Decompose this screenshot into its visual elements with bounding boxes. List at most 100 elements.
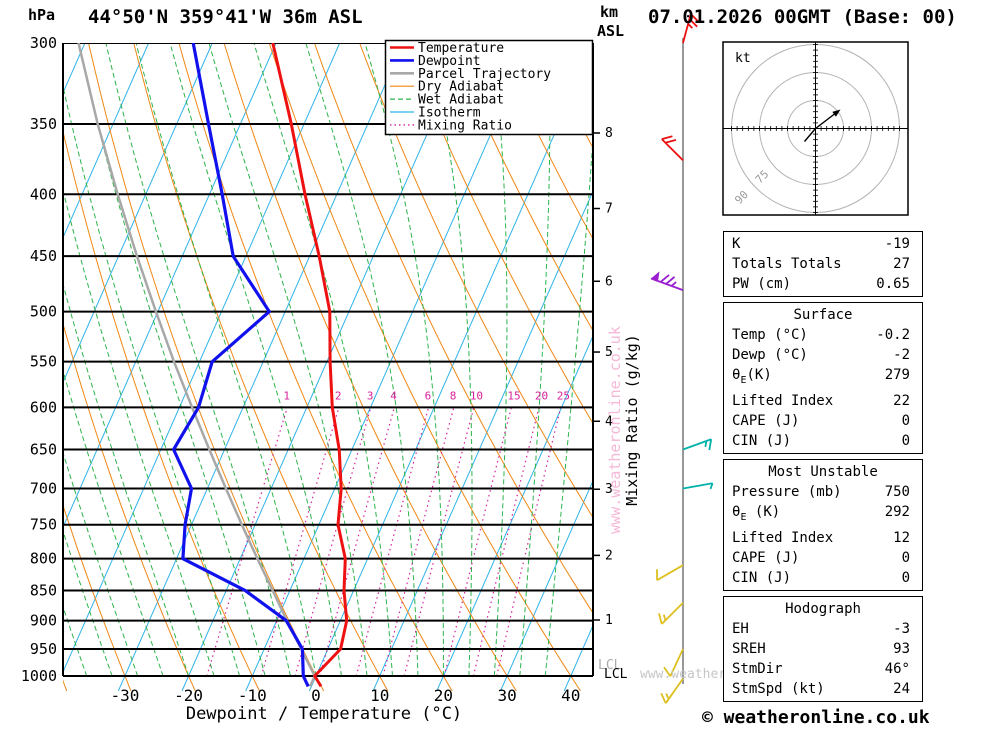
legend-entry-label: Mixing Ratio	[418, 118, 512, 133]
storm-motion-arrow	[832, 109, 841, 117]
pressure-tick-label: 300	[30, 34, 57, 52]
pressure-tick-label: 700	[30, 479, 57, 497]
stat-value: 279	[884, 367, 910, 383]
dewpoint-profile-line	[172, 43, 310, 688]
wind-barb-column	[650, 13, 714, 704]
pressure-tick-label: 400	[30, 185, 57, 203]
km-tick-label: 8	[605, 126, 613, 141]
temp-tick-label: 30	[497, 686, 516, 705]
legend-entry-label: Dry Adiabat	[418, 80, 504, 95]
stat-label: Pressure (mb)	[732, 483, 842, 500]
pressure-tick-label: 500	[30, 303, 57, 321]
stat-label: Totals Totals	[732, 256, 842, 272]
table-row: EH -3	[724, 619, 922, 639]
stat-value: 22	[893, 392, 910, 409]
wind-barb	[669, 648, 684, 677]
pressure-tick-label: 950	[30, 640, 57, 658]
stat-value: 46°	[884, 660, 910, 677]
stats-table: Hodograph EH -3 SREH 93 StmDir 46° StmSpd (kt) 2…	[723, 595, 923, 702]
legend-entry-label: Wet Adiabat	[418, 93, 504, 108]
legend-entry-label: Isotherm	[418, 106, 481, 121]
mixing-ratio-value-label: 10	[470, 389, 483, 402]
mixing-ratio-axis-label: Mixing Ratio (g/kg)	[623, 334, 641, 506]
stat-value: 93	[893, 640, 910, 657]
km-tick-label: 4	[605, 414, 613, 429]
table-row: SREH 93	[724, 639, 922, 659]
stat-label: Lifted Index	[732, 392, 834, 409]
pressure-tick-label: 550	[30, 353, 57, 371]
pressure-tick-label: 650	[30, 441, 57, 459]
wind-barb	[682, 13, 692, 44]
stat-label: EH	[732, 620, 749, 637]
stats-table: Most Unstable Pressure (mb) 750 θE (K) 292 Li…	[723, 458, 923, 591]
pressure-tick-label: 450	[30, 247, 57, 265]
table-row: PW (cm) 0.65	[724, 274, 922, 294]
wind-barb	[665, 678, 684, 704]
table-row: CAPE (J) 0	[724, 411, 922, 431]
table-row: StmSpd (kt) 24	[724, 679, 922, 699]
wind-barb	[682, 482, 713, 490]
stat-label: CIN (J)	[732, 569, 792, 586]
table-row: Dewp (°C) -2	[724, 345, 922, 365]
mixing-ratio-value-label: 6	[425, 389, 432, 402]
temperature-profile-line	[271, 43, 349, 688]
table-row: θE (K) 292	[724, 502, 922, 528]
table-row: StmDir 46°	[724, 659, 922, 679]
legend-entry-label: Dewpoint	[418, 54, 481, 69]
stat-value: 750	[884, 483, 910, 500]
page-title: 44°50'N 359°41'W 36m ASL	[88, 6, 363, 28]
temp-tick-label: 40	[561, 686, 580, 705]
table-row: CIN (J) 0	[724, 431, 922, 451]
wind-barb	[661, 138, 684, 161]
km-tick-label: 3	[605, 482, 613, 497]
temp-tick-label: -20	[174, 686, 203, 705]
mixing-ratio-value-label: 8	[450, 389, 457, 402]
table-row: CIN (J) 0	[724, 568, 922, 588]
pressure-tick-label: 800	[30, 550, 57, 568]
pressure-tick-label: 850	[30, 582, 57, 600]
table-row: Pressure (mb) 750	[724, 482, 922, 502]
stat-label: θE (K)	[732, 503, 781, 523]
pressure-tick-label: 900	[30, 612, 57, 630]
altitude-unit-asl-label: ASL	[597, 22, 624, 40]
table-row: Lifted Index 22	[724, 391, 922, 411]
stat-value: 0	[901, 412, 910, 429]
stat-value: 12	[893, 529, 910, 546]
sounding-profiles	[77, 43, 349, 688]
stat-value: 0.65	[876, 276, 910, 292]
table-row: Lifted Index 12	[724, 528, 922, 548]
pressure-tick-label: 350	[30, 115, 57, 133]
chart-grid	[63, 43, 593, 691]
wind-barb	[656, 564, 684, 581]
stat-label: StmSpd (kt)	[732, 680, 825, 697]
stat-label: Temp (°C)	[732, 327, 808, 343]
table-header: Hodograph	[785, 600, 861, 617]
stat-value: 0	[901, 549, 910, 566]
mixing-ratio-value-label: 2	[335, 389, 342, 402]
legend-entry-label: Parcel Trajectory	[418, 67, 551, 82]
stats-panel: K -19 Totals Totals 27 PW (cm) 0.65 Surface Tem…	[723, 231, 923, 707]
stat-label: θE(K)	[732, 367, 772, 386]
hodograph-unit-label: kt	[735, 51, 751, 66]
table-header: Surface	[793, 307, 853, 323]
km-tick-label: 5	[605, 345, 613, 360]
stat-label: Lifted Index	[732, 529, 834, 546]
table-row: K -19	[724, 234, 922, 254]
stat-value: -2	[893, 347, 910, 363]
km-tick-label: 1	[605, 613, 613, 628]
mixing-ratio-value-label: 3	[367, 389, 374, 402]
stat-value: -3	[893, 620, 910, 637]
stat-value: 0	[901, 569, 910, 586]
pressure-tick-label: 1000	[21, 667, 57, 685]
stats-table: K -19 Totals Totals 27 PW (cm) 0.65	[723, 231, 923, 297]
pressure-tick-label: 600	[30, 398, 57, 416]
temp-tick-label: 0	[311, 686, 321, 705]
run-date-title: 07.01.2026 00GMT (Base: 00)	[648, 6, 957, 28]
table-header: Most Unstable	[768, 463, 878, 480]
mixing-ratio-value-label: 25	[557, 389, 570, 402]
x-axis-label: Dewpoint / Temperature (°C)	[186, 704, 462, 724]
lcl-marker-shadow: LCL	[598, 658, 622, 673]
km-tick-label: 2	[605, 548, 613, 563]
